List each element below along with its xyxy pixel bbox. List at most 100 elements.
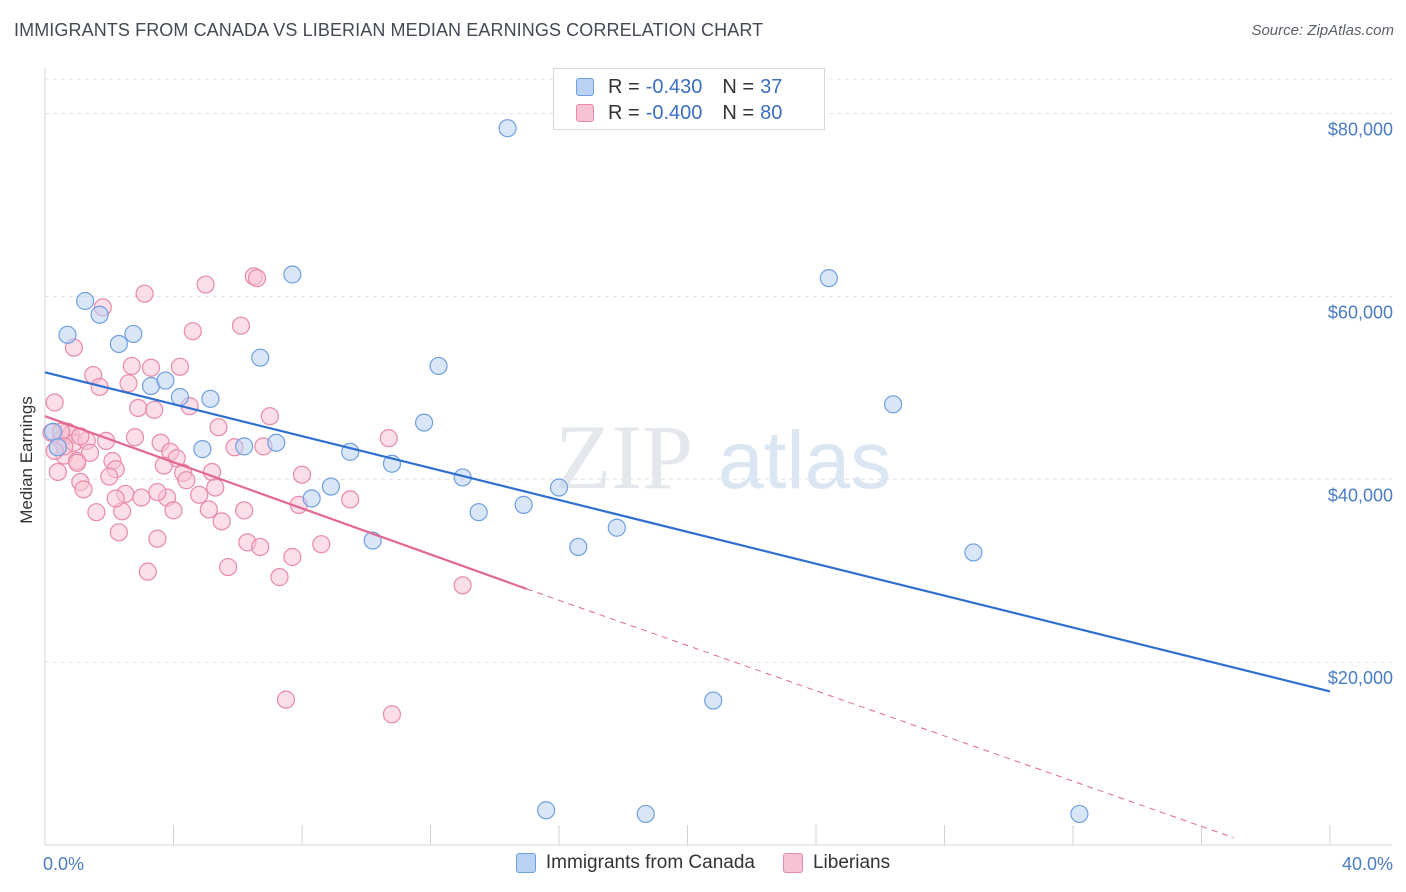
point-liberians [45, 393, 64, 412]
point-canada [283, 265, 302, 284]
point-canada [43, 422, 63, 441]
series-canada-points [43, 119, 1089, 824]
trend-line-canada [44, 371, 1331, 693]
point-canada [569, 537, 588, 557]
legend-r-value-liberians: -0.400 [645, 101, 703, 124]
y-tick-label: $60,000 [1328, 302, 1393, 322]
series-liberians-points [42, 267, 472, 724]
point-liberians [270, 568, 289, 587]
legend-n-label: N = [722, 75, 755, 98]
legend-n-value-liberians: 80 [760, 101, 783, 124]
point-canada [193, 440, 212, 459]
point-canada [469, 503, 488, 522]
point-canada [48, 438, 67, 457]
point-canada [537, 801, 556, 820]
point-liberians [209, 418, 228, 437]
point-liberians [68, 453, 87, 472]
legend-item-canada[interactable]: Immigrants from Canada [515, 852, 755, 874]
point-canada [607, 518, 626, 537]
point-canada [549, 478, 569, 497]
trend-line-liberians [44, 415, 528, 591]
legend-swatch-liberians [782, 853, 803, 873]
point-liberians [312, 535, 331, 554]
point-liberians [100, 467, 119, 486]
legend-item-liberians[interactable]: Liberians [782, 852, 891, 874]
point-canada [90, 305, 109, 324]
point-canada [124, 324, 143, 344]
point-liberians [190, 485, 209, 504]
legend-label-canada: Immigrants from Canada [545, 852, 755, 873]
series-legend: Immigrants from Canada Liberians [0, 852, 1406, 874]
chart-source: Source: ZipAtlas.com [1251, 22, 1394, 39]
point-liberians [135, 284, 154, 303]
point-liberians [129, 398, 148, 418]
legend-r-label: R = [608, 75, 640, 98]
point-liberians [292, 465, 312, 484]
point-liberians [119, 374, 138, 393]
point-liberians [80, 443, 100, 462]
point-canada [76, 291, 95, 311]
y-axis-label: Median Earnings [17, 396, 36, 524]
point-canada [514, 495, 533, 514]
legend-row-liberians: R = -0.400 N = 80 [576, 100, 782, 126]
y-tick-labels: $20,000 $40,000 $60,000 $80,000 [1328, 120, 1393, 689]
x-tick-label-max: 40.0% [1342, 854, 1393, 874]
y-tick-label: $40,000 [1328, 485, 1393, 505]
legend-label-liberians: Liberians [812, 852, 891, 873]
legend-swatch-liberians [576, 104, 594, 122]
point-liberians [164, 501, 183, 520]
point-canada [235, 437, 254, 456]
point-canada [156, 371, 175, 390]
point-liberians [283, 547, 302, 567]
point-liberians [276, 690, 296, 709]
legend-swatch-canada [576, 78, 594, 96]
point-liberians [199, 500, 218, 519]
point-liberians [170, 357, 190, 376]
x-tick-labels: 0.0% 40.0% [43, 854, 1393, 874]
point-liberians [453, 576, 472, 595]
point-liberians [183, 322, 202, 341]
point-liberians [145, 400, 164, 419]
point-canada [819, 269, 838, 288]
chart-title: IMMIGRANTS FROM CANADA VS LIBERIAN MEDIA… [14, 20, 764, 40]
watermark-zip: ZIP [555, 406, 693, 508]
point-liberians [260, 407, 279, 426]
watermark: ZIP atlas [555, 406, 891, 508]
point-liberians [231, 316, 251, 335]
point-canada [883, 395, 903, 414]
point-liberians [206, 478, 225, 497]
point-liberians [48, 462, 67, 482]
trend-line-liberians-extension [526, 588, 1234, 839]
legend-n-value-canada: 37 [760, 75, 783, 98]
legend-r-label: R = [608, 101, 640, 124]
point-liberians [235, 501, 254, 520]
correlation-legend: R = -0.430 N = 37 R = -0.400 N = 80 [553, 68, 825, 130]
point-canada [321, 477, 341, 496]
point-canada [251, 348, 270, 367]
point-liberians [247, 269, 267, 288]
point-liberians [106, 489, 125, 508]
axes [44, 68, 1392, 846]
x-tick-label-min: 0.0% [43, 854, 84, 874]
point-liberians [125, 428, 145, 447]
point-canada [267, 433, 286, 452]
point-canada [429, 356, 448, 376]
point-liberians [379, 429, 398, 448]
point-canada [302, 489, 321, 508]
point-liberians [109, 523, 128, 542]
point-canada [1070, 804, 1089, 824]
point-liberians [341, 490, 360, 509]
watermark-atlas: atlas [718, 415, 891, 506]
point-canada [964, 543, 983, 562]
point-canada [109, 334, 128, 354]
point-liberians [219, 557, 238, 577]
point-liberians [382, 705, 402, 724]
legend-row-canada: R = -0.430 N = 37 [576, 74, 782, 100]
point-liberians [141, 358, 161, 377]
point-liberians [138, 562, 157, 581]
point-liberians [122, 356, 141, 376]
trend-lines [44, 371, 1331, 839]
point-liberians [148, 529, 167, 548]
grid-lines [45, 78, 1392, 663]
